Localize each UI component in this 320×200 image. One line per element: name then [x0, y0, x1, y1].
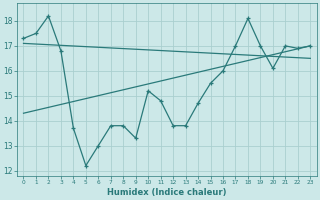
X-axis label: Humidex (Indice chaleur): Humidex (Indice chaleur) [107, 188, 227, 197]
